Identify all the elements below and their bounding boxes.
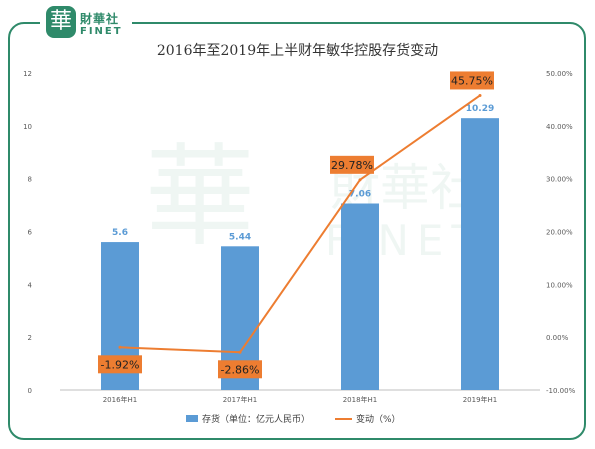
x-tick-label: 2016年H1 [103, 395, 138, 404]
y-left-tick-label: 4 [28, 281, 33, 289]
bar [341, 203, 379, 390]
bar-value-label: 5.44 [229, 232, 251, 242]
y-right-tick-label: 0.00% [546, 334, 569, 342]
pct-label-bg [98, 355, 142, 374]
y-left-tick-label: 2 [28, 334, 32, 342]
pct-label-bg [450, 71, 494, 90]
pct-label-bg [330, 155, 374, 174]
y-left-tick-label: 12 [23, 70, 32, 78]
bar-value-label: 10.29 [466, 104, 494, 114]
y-right-tick-label: 40.00% [546, 123, 573, 131]
pct-label-box: -1.92% [98, 355, 142, 374]
line-point [358, 178, 362, 182]
pct-label-bg [218, 360, 262, 379]
pct-label-text: -1.92% [101, 358, 140, 371]
change-line [119, 94, 481, 354]
logo-seal: 華 [46, 6, 76, 38]
pct-label-box: -2.86% [218, 360, 262, 379]
chart-title: 2016年至2019年上半财年敏华控股存货变动 [156, 43, 439, 59]
logo-name-cn: 財華社 [80, 12, 120, 26]
y-right-tick-label: -10.00% [546, 387, 576, 395]
watermark-seal: 華 [145, 133, 255, 261]
bar [461, 118, 499, 391]
x-tick-label: 2019年H1 [463, 395, 498, 404]
legend-bar-label: 存货（单位：亿元人民币） [202, 413, 310, 425]
y-left-tick-label: 0 [28, 387, 32, 395]
pct-label-text: -2.86% [221, 363, 260, 376]
legend-bar-swatch [186, 415, 198, 422]
line-point [478, 93, 482, 97]
line-point [118, 345, 122, 349]
x-tick-label: 2018年H1 [343, 395, 378, 404]
y-left-tick-label: 10 [23, 123, 32, 131]
legend-line-label: 变动（%） [356, 413, 401, 425]
pct-label-text: 29.78% [331, 159, 373, 172]
line-point [238, 350, 242, 354]
pct-label-text: 45.75% [451, 74, 493, 87]
pct-label-box: 45.75% [450, 71, 494, 90]
y-left-tick-label: 8 [28, 176, 32, 184]
bar-value-label: 5.6 [112, 228, 128, 238]
logo-name-en: FINET [80, 26, 123, 37]
y-right-tick-label: 10.00% [546, 281, 573, 289]
brand-logo: 華 財華社 FINET [40, 4, 132, 42]
y-right-tick-label: 20.00% [546, 229, 573, 237]
x-tick-label: 2017年H1 [223, 395, 258, 404]
bar-value-label: 7.06 [349, 189, 371, 199]
y-right-tick-label: 30.00% [546, 176, 573, 184]
pct-label-box: 29.78% [330, 155, 374, 174]
y-right-tick-label: 50.00% [546, 70, 573, 78]
y-left-tick-label: 6 [28, 229, 33, 237]
